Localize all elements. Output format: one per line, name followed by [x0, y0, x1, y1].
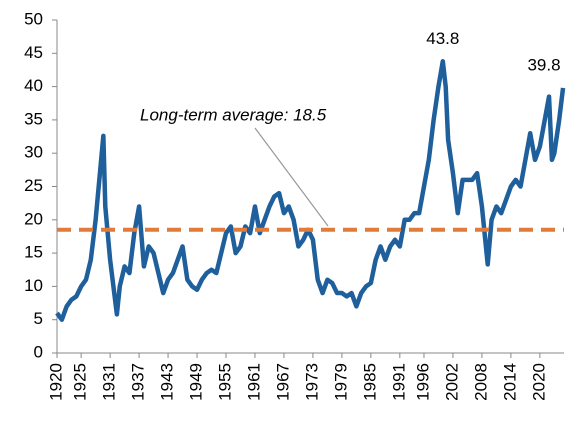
- y-tick-label: 0: [34, 342, 43, 361]
- x-tick-label: 1937: [129, 363, 148, 401]
- x-tick-label: 2008: [471, 363, 490, 401]
- x-tick-label: 1967: [273, 363, 292, 401]
- x-tick-label: 1920: [46, 363, 65, 401]
- series-line: [55, 59, 566, 322]
- data-label: 39.8: [527, 55, 560, 74]
- y-tick-label: 20: [24, 209, 43, 228]
- x-tick-label: 1996: [413, 363, 432, 401]
- x-tick-label: 1955: [215, 363, 234, 401]
- x-tick-label: 2020: [529, 363, 548, 401]
- y-tick-label: 45: [24, 43, 43, 62]
- y-tick-label: 30: [24, 143, 43, 162]
- x-tick-label: 1925: [71, 363, 90, 401]
- x-tick-label: 1931: [100, 363, 119, 401]
- data-label: 43.8: [426, 29, 459, 48]
- x-tick-label: 1985: [360, 363, 379, 401]
- y-tick-label: 35: [24, 109, 43, 128]
- y-tick-label: 15: [24, 243, 43, 262]
- x-tick-label: 2002: [442, 363, 461, 401]
- y-tick-label: 10: [24, 276, 43, 295]
- average-label: Long-term average: 18.5: [140, 105, 327, 124]
- x-tick-label: 1979: [331, 363, 350, 401]
- y-tick-label: 5: [34, 309, 43, 328]
- x-tick-label: 1973: [302, 363, 321, 401]
- y-tick-label: 25: [24, 176, 43, 195]
- x-tick-label: 1961: [244, 363, 263, 401]
- x-tick-label: 2014: [500, 363, 519, 401]
- annotation-leader: [254, 127, 329, 227]
- x-tick-label: 1943: [158, 363, 177, 401]
- x-tick-label: 1949: [187, 363, 206, 401]
- x-tick-label: 1991: [389, 363, 408, 401]
- y-tick-label: 50: [24, 9, 43, 28]
- y-tick-label: 40: [24, 76, 43, 95]
